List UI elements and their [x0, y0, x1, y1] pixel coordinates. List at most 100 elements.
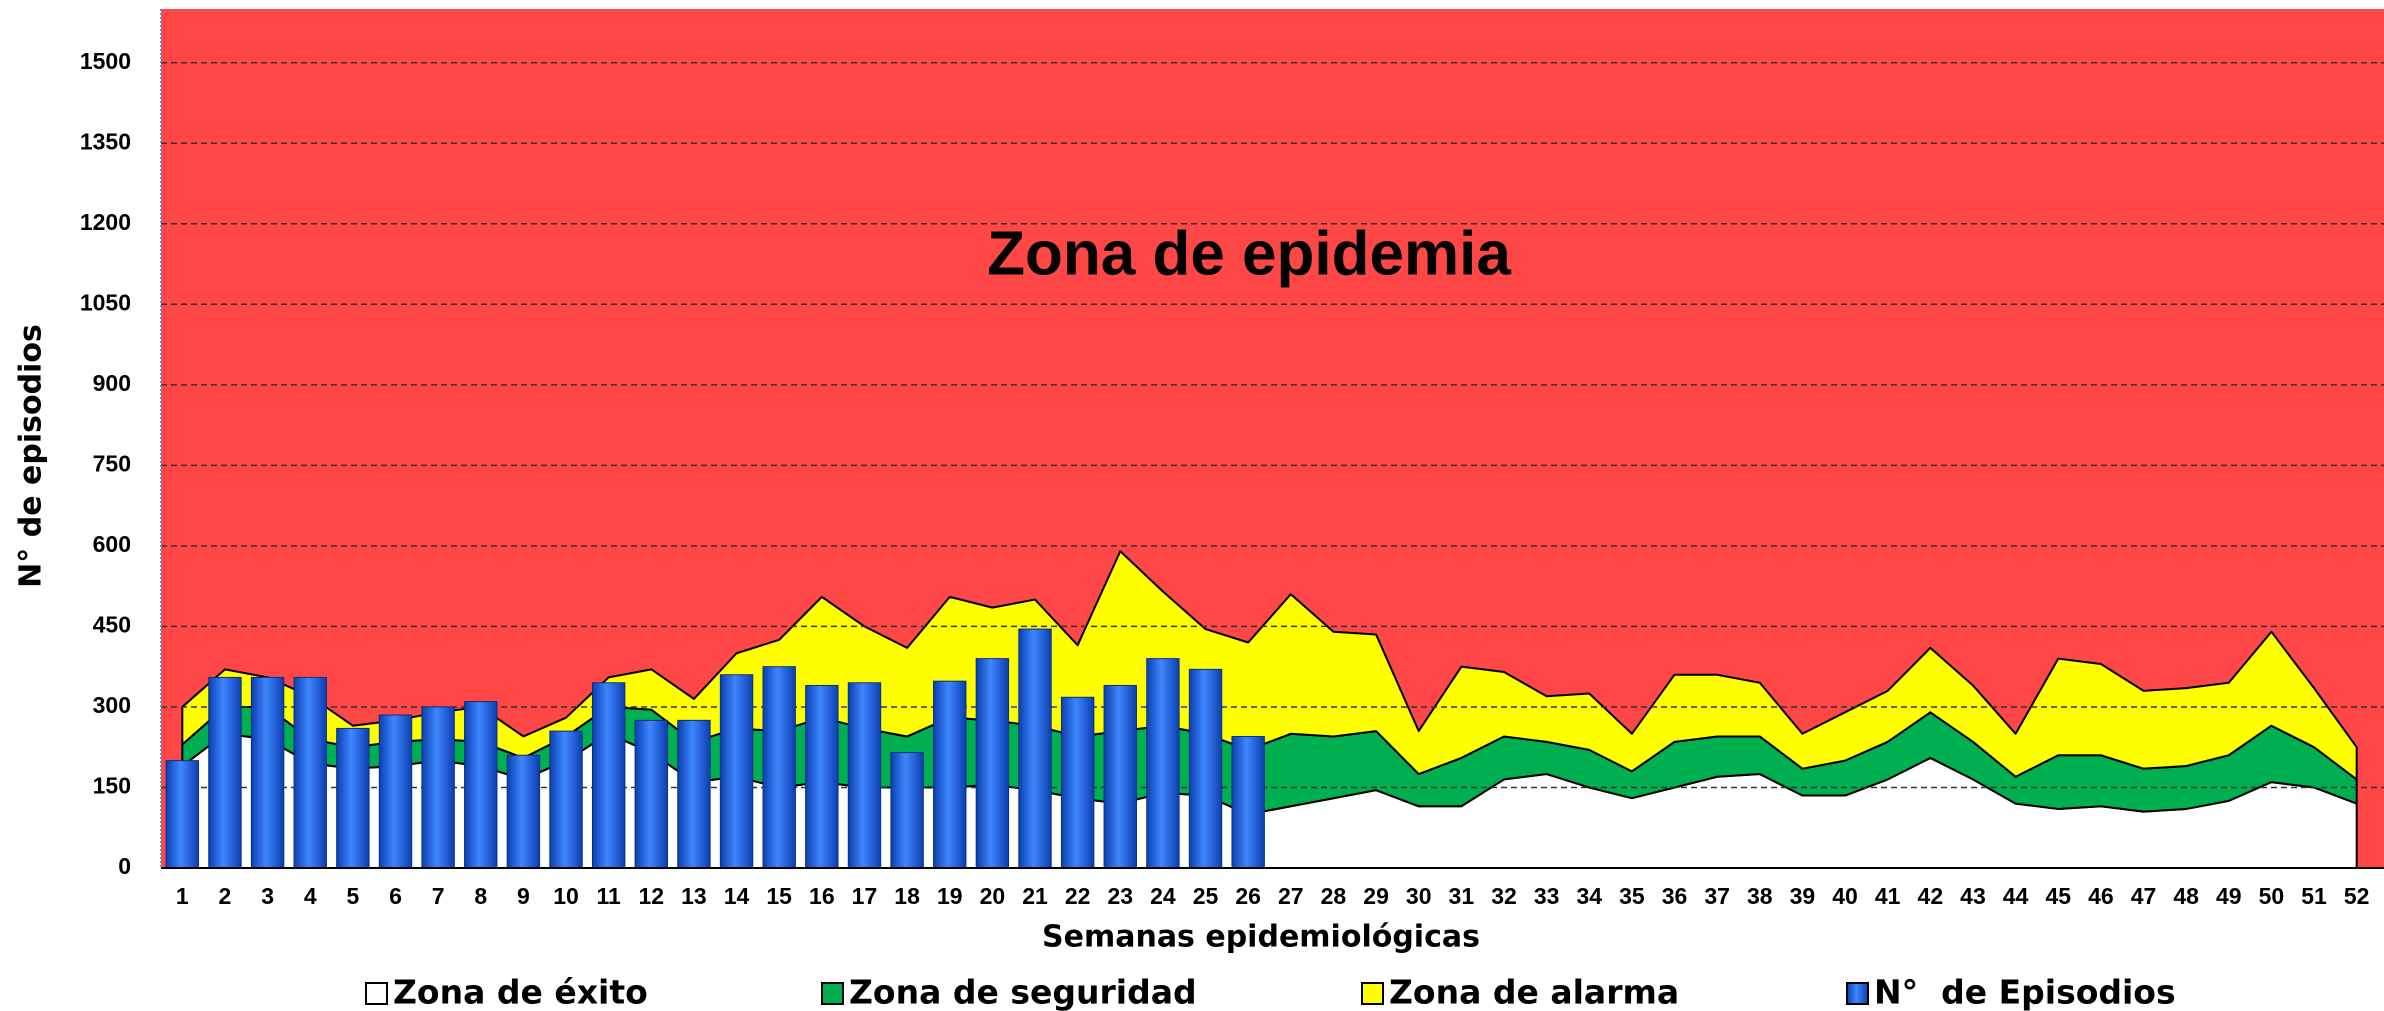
bar [1018, 628, 1052, 869]
y-tick-label: 1050 [80, 289, 131, 315]
x-tick-label: 10 [553, 883, 579, 909]
x-tick-label: 4 [304, 883, 317, 909]
bar [1146, 658, 1180, 869]
x-tick-label: 48 [2173, 883, 2199, 909]
x-tick-label: 30 [1406, 883, 1432, 909]
x-tick-label: 47 [2131, 883, 2157, 909]
bar [464, 701, 498, 869]
x-tick-label: 1 [176, 883, 189, 909]
x-tick-label: 8 [474, 883, 487, 909]
x-tick-label: 11 [596, 883, 621, 909]
x-tick-label: 7 [432, 883, 445, 909]
x-tick-label: 39 [1790, 883, 1816, 909]
x-tick-label: 26 [1235, 883, 1261, 909]
x-tick-label: 45 [2045, 883, 2071, 909]
x-tick-label: 3 [261, 883, 274, 909]
bar [250, 676, 285, 869]
x-tick-label: 2 [219, 883, 232, 909]
x-tick-label: 20 [980, 883, 1006, 909]
y-tick-label: 1200 [80, 209, 131, 235]
x-tick-label: 12 [639, 883, 665, 909]
bar [975, 658, 1010, 869]
legend-label: Zona de éxito [393, 973, 648, 1011]
y-tick-label: 150 [93, 773, 131, 799]
x-tick-label: 9 [517, 883, 530, 909]
x-tick-label: 28 [1321, 883, 1347, 909]
bar [378, 714, 413, 869]
y-tick-label: 600 [93, 531, 131, 557]
bar [847, 682, 882, 869]
bar [890, 752, 924, 869]
x-tick-label: 35 [1619, 883, 1645, 909]
bar [208, 676, 242, 869]
bar [336, 727, 370, 869]
bar [1188, 668, 1223, 869]
x-tick-label: 37 [1704, 883, 1730, 909]
x-tick-label: 15 [766, 883, 792, 909]
x-tick-label: 51 [2301, 883, 2327, 909]
legend-swatch [1846, 982, 1869, 1005]
bar [762, 666, 796, 869]
x-tick-label: 5 [346, 883, 359, 909]
y-tick-label: 1500 [80, 48, 131, 74]
bar [293, 676, 327, 869]
y-tick-label: 300 [93, 692, 131, 718]
bar [933, 680, 967, 869]
x-tick-label: 49 [2216, 883, 2242, 909]
legend-label: Zona de alarma [1389, 973, 1679, 1011]
y-tick-label: 0 [118, 853, 131, 879]
plot-area [161, 9, 2384, 869]
x-tick-label: 42 [1918, 883, 1944, 909]
x-tick-label: 29 [1363, 883, 1389, 909]
bar [719, 674, 754, 869]
bar [165, 760, 200, 869]
x-tick-label: 17 [852, 883, 878, 909]
x-axis-title: Semanas epidemiológicas [1042, 920, 1480, 955]
x-tick-label: 14 [724, 883, 750, 909]
legend-label: Zona de seguridad [849, 973, 1197, 1011]
y-tick-label: 900 [93, 370, 131, 396]
x-tick-label: 43 [1960, 883, 1986, 909]
x-tick-label: 31 [1449, 883, 1475, 909]
x-tick-label: 6 [389, 883, 402, 909]
bar [1103, 684, 1137, 869]
bar [591, 682, 626, 869]
y-tick-label: 750 [93, 450, 131, 476]
annotation: Zona de epidemia [987, 219, 1511, 288]
x-tick-label: 25 [1193, 883, 1219, 909]
x-tick-label: 24 [1150, 883, 1176, 909]
bar [1060, 696, 1095, 869]
bar [421, 706, 455, 869]
x-tick-label: 27 [1278, 883, 1304, 909]
x-tick-label: 34 [1576, 883, 1602, 909]
bar [677, 719, 711, 869]
x-tick-label: 22 [1065, 883, 1091, 909]
y-axis-title: N° de episodios [14, 324, 49, 588]
legend-swatch [365, 982, 388, 1005]
x-tick-label: 38 [1747, 883, 1773, 909]
x-tick-label: 52 [2344, 883, 2370, 909]
x-tick-label: 16 [809, 883, 835, 909]
x-tick-label: 19 [937, 883, 963, 909]
x-tick-label: 21 [1022, 883, 1048, 909]
legend-label: N° de Episodios [1874, 973, 2176, 1011]
bar [506, 754, 541, 869]
x-tick-label: 33 [1534, 883, 1560, 909]
bar [549, 730, 583, 869]
y-tick-label: 1350 [80, 128, 131, 154]
bar [634, 719, 668, 869]
x-tick-label: 44 [2003, 883, 2029, 909]
x-tick-label: 32 [1491, 883, 1517, 909]
legend-swatch [821, 982, 844, 1005]
x-tick-label: 23 [1107, 883, 1133, 909]
y-tick-label: 450 [93, 611, 131, 637]
x-tick-label: 50 [2259, 883, 2285, 909]
x-tick-label: 18 [894, 883, 920, 909]
bar [1231, 735, 1265, 869]
x-tick-label: 36 [1662, 883, 1688, 909]
bar [805, 684, 839, 869]
x-tick-label: 40 [1832, 883, 1858, 909]
x-tick-label: 41 [1875, 883, 1901, 909]
legend-swatch [1361, 982, 1384, 1005]
